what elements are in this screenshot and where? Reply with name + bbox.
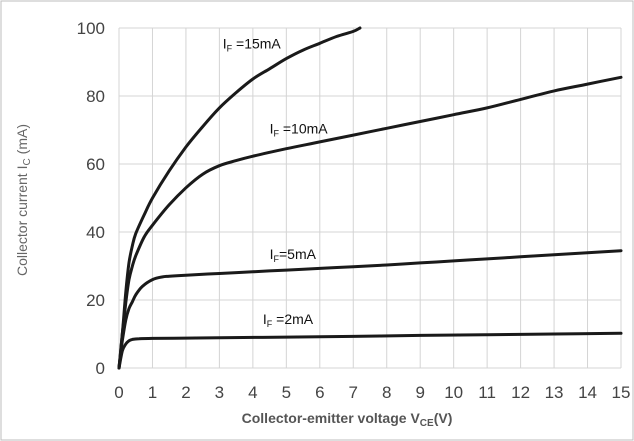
series-label-3: IF=5mA: [270, 246, 317, 264]
x-tick-label: 6: [315, 383, 324, 402]
x-tick-label: 11: [478, 383, 496, 402]
y-tick-label: 100: [77, 19, 105, 38]
series-label-value: =10mA: [279, 120, 328, 136]
y-axis-title-sub: C: [22, 158, 33, 165]
x-tick-label: 5: [282, 383, 291, 402]
series-label-prefix: I: [223, 35, 227, 51]
y-tick-label: 40: [86, 223, 105, 242]
series-label-value: =15mA: [232, 35, 281, 51]
series-label-prefix: I: [270, 246, 274, 262]
x-tick-label: 8: [382, 383, 391, 402]
series-label-prefix: I: [263, 311, 267, 327]
x-tick-label: 0: [114, 383, 123, 402]
series-label-subscript: F: [273, 128, 279, 138]
grid: [118, 27, 622, 369]
x-axis-title-sub: CE: [420, 418, 434, 429]
series-label-subscript: F: [273, 254, 279, 264]
x-axis-title-unit: (V): [434, 410, 453, 426]
x-tick-label: 15: [612, 383, 631, 402]
x-tick-label: 1: [148, 383, 157, 402]
x-tick-label: 2: [181, 383, 190, 402]
series-label-value: =5mA: [279, 246, 317, 262]
series-line-1: [117, 26, 362, 370]
series-label-subscript: F: [267, 319, 273, 329]
x-tick-label: 3: [215, 383, 224, 402]
series-label-2: IF =10mA: [270, 120, 329, 138]
series-label-value: =2mA: [272, 311, 314, 327]
x-tick-label: 13: [545, 383, 564, 402]
x-tick-label: 7: [349, 383, 358, 402]
series-label-4: IF =2mA: [263, 311, 314, 329]
series-label-1: IF =15mA: [223, 35, 282, 53]
x-axis-title-main: Collector-emitter voltage V: [242, 410, 421, 426]
curves: [117, 26, 623, 370]
y-tick-label: 20: [86, 291, 105, 310]
x-tick-label: 10: [444, 383, 463, 402]
series-line-2: [117, 75, 623, 370]
y-axis-title-main: Collector current I: [14, 166, 30, 276]
x-tick-label: 4: [248, 383, 257, 402]
series-line-3: [117, 249, 623, 370]
x-tick-label: 12: [511, 383, 530, 402]
series-label-prefix: I: [270, 120, 274, 136]
y-axis-title-unit: (mA): [14, 124, 30, 154]
y-tick-label: 60: [86, 155, 105, 174]
y-tick-label: 0: [96, 359, 105, 378]
x-tick-label: 14: [578, 383, 597, 402]
x-axis-title: Collector-emitter voltage VCE(V): [242, 410, 453, 429]
series-line-4: [117, 331, 623, 370]
x-tick-label: 9: [415, 383, 424, 402]
y-tick-label: 80: [86, 87, 105, 106]
series-label-subscript: F: [227, 43, 233, 53]
y-axis-title: Collector current IC (mA): [14, 124, 33, 276]
